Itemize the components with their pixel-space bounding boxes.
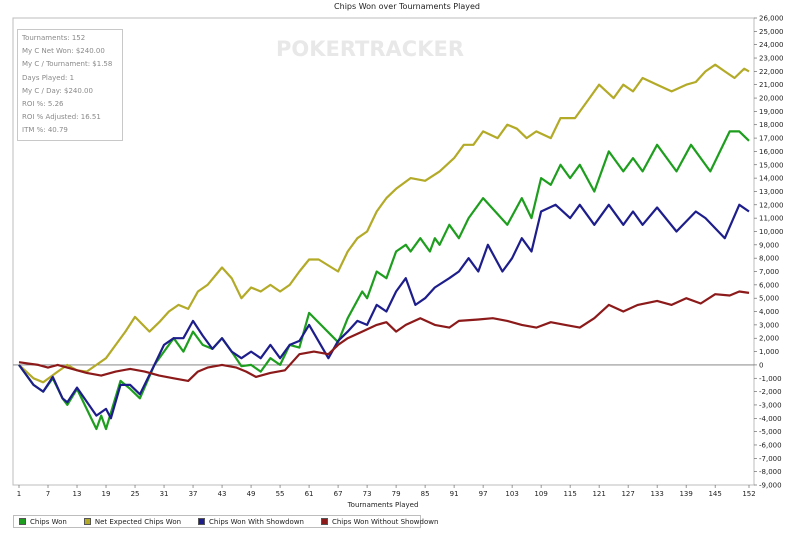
y-tick-label: 12,000 xyxy=(759,201,784,209)
y-tick-label: -6,000 xyxy=(759,441,782,449)
y-tick-label: 24,000 xyxy=(759,41,784,49)
x-tick-label: 43 xyxy=(218,490,227,498)
x-tick-label: 145 xyxy=(708,490,721,498)
y-tick-label: 7,000 xyxy=(759,268,779,276)
chart-title: Chips Won over Tournaments Played xyxy=(334,2,480,11)
x-tick-label: 61 xyxy=(305,490,314,498)
x-tick-label: 91 xyxy=(450,490,459,498)
y-tick-label: 16,000 xyxy=(759,148,784,156)
y-tick-label: 14,000 xyxy=(759,175,784,183)
legend-label: Net Expected Chips Won xyxy=(94,517,182,526)
plot-area xyxy=(12,17,755,486)
stat-line: ROI % Adjusted: 16.51 xyxy=(22,113,101,122)
legend: Chips Won Net Expected Chips Won Chips Won… xyxy=(13,515,438,528)
legend-item: Chips Won Without Showdown xyxy=(320,517,439,526)
x-tick-label: 139 xyxy=(679,490,692,498)
x-tick-label: 115 xyxy=(563,490,576,498)
y-tick-label: 6,000 xyxy=(759,281,779,289)
legend-item: Net Expected Chips Won xyxy=(83,517,182,526)
legend-label: Chips Won xyxy=(30,517,67,526)
stat-line: ITM %: 40.79 xyxy=(22,126,68,135)
x-tick-label: 13 xyxy=(73,490,82,498)
y-tick-label: -8,000 xyxy=(759,468,782,476)
y-tick-label: 22,000 xyxy=(759,68,784,76)
y-tick-label: 19,000 xyxy=(759,108,784,116)
y-tick-label: -5,000 xyxy=(759,428,782,436)
y-tick-label: 20,000 xyxy=(759,95,784,103)
legend-label: Chips Won Without Showdown xyxy=(331,517,439,526)
y-tick-label: -1,000 xyxy=(759,375,782,383)
legend-item: Chips Won With Showdown xyxy=(198,518,304,526)
y-tick-label: 26,000 xyxy=(759,15,784,23)
y-tick-label: 21,000 xyxy=(759,81,784,89)
y-tick-label: 25,000 xyxy=(759,28,784,36)
series-line-chips-won xyxy=(18,130,750,431)
x-tick-label: 49 xyxy=(247,490,256,498)
legend-swatch xyxy=(320,518,328,525)
stat-line: Days Played: 1 xyxy=(22,73,75,82)
stat-line: ROI %: 5.26 xyxy=(22,99,64,108)
stat-line: My C / Tournament: $1.58 xyxy=(22,60,113,69)
x-tick-label: 109 xyxy=(534,490,547,498)
y-tick-label: 3,000 xyxy=(759,321,779,329)
x-tick-label: 19 xyxy=(102,490,111,498)
y-tick-label: 2,000 xyxy=(759,335,779,343)
x-tick-label: 67 xyxy=(334,490,343,498)
y-tick-label: 17,000 xyxy=(759,135,784,143)
series-line-net-expected-chips-won xyxy=(18,63,750,384)
y-tick-label: 8,000 xyxy=(759,255,779,263)
y-tick-label: 1,000 xyxy=(759,348,779,356)
y-tick-label: -9,000 xyxy=(759,482,782,490)
y-tick-label: 15,000 xyxy=(759,161,784,169)
x-tick-label: 1 xyxy=(17,490,21,498)
legend-swatch xyxy=(198,518,206,525)
series-line-chips-won-without-showdown xyxy=(18,290,750,382)
y-tick-label: -7,000 xyxy=(759,455,782,463)
stat-line: My C Net Won: $240.00 xyxy=(22,47,105,56)
x-axis-title: Tournaments Played xyxy=(347,501,419,509)
y-tick-label: 9,000 xyxy=(759,241,779,249)
y-tick-label: -4,000 xyxy=(759,415,782,423)
legend-swatch xyxy=(19,518,26,525)
legend-swatch xyxy=(83,518,91,525)
y-tick-label: -3,000 xyxy=(759,401,782,409)
x-tick-label: 25 xyxy=(131,490,140,498)
x-tick-label: 37 xyxy=(189,490,198,498)
stat-line: Tournaments: 152 xyxy=(22,34,86,42)
y-tick-label: 5,000 xyxy=(759,295,779,303)
legend-label: Chips Won With Showdown xyxy=(209,517,304,526)
y-tick-label: 11,000 xyxy=(759,215,784,223)
x-tick-label: 55 xyxy=(276,490,285,498)
x-tick-label: 133 xyxy=(650,490,663,498)
watermark-text: POKERTRACKER xyxy=(276,37,464,61)
x-tick-label: 152 xyxy=(742,490,755,498)
legend-item: Chips Won xyxy=(19,518,67,526)
stat-line: My C / Day: $240.00 xyxy=(22,86,93,95)
x-tick-label: 127 xyxy=(621,490,634,498)
y-tick-label: -2,000 xyxy=(759,388,782,396)
stats-box: Tournaments: 152 My C Net Won: $240.00 My … xyxy=(17,29,123,141)
x-tick-label: 121 xyxy=(592,490,605,498)
x-tick-label: 85 xyxy=(421,490,430,498)
y-tick-label: 10,000 xyxy=(759,228,784,236)
x-tick-label: 97 xyxy=(479,490,488,498)
x-tick-label: 79 xyxy=(392,490,401,498)
y-tick-label: 4,000 xyxy=(759,308,779,316)
x-tick-label: 103 xyxy=(505,490,518,498)
series-line-chips-won-with-showdown xyxy=(18,203,750,420)
y-tick-label: 13,000 xyxy=(759,188,784,196)
x-tick-label: 7 xyxy=(46,490,50,498)
y-tick-label: 18,000 xyxy=(759,121,784,129)
x-tick-label: 73 xyxy=(363,490,372,498)
y-tick-label: 23,000 xyxy=(759,55,784,63)
y-tick-label: 0 xyxy=(759,361,763,369)
x-tick-label: 31 xyxy=(160,490,169,498)
